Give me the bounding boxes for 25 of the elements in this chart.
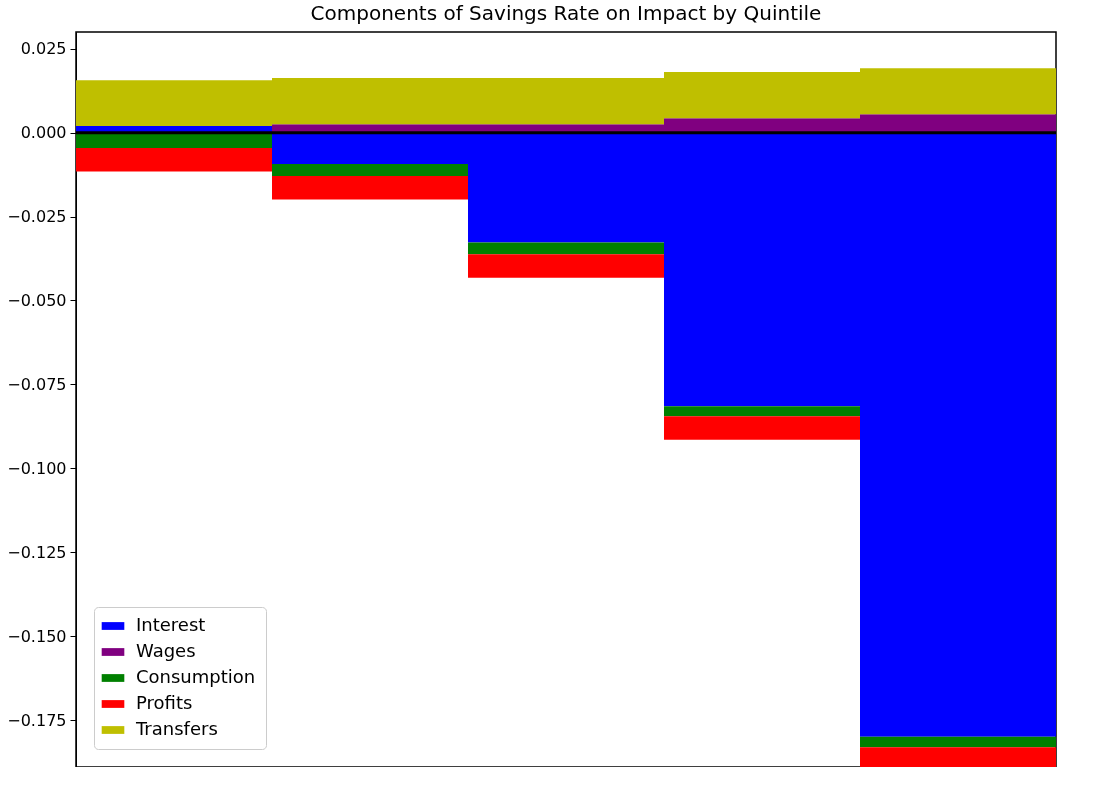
bar <box>272 175 468 200</box>
y-tick-label: −0.175 <box>7 710 67 730</box>
legend-label: Transfers <box>135 718 218 739</box>
legend-label: Wages <box>136 640 196 661</box>
bar <box>468 254 664 278</box>
chart-title: Components of Savings Rate on Impact by Quintile <box>310 1 822 25</box>
bar <box>468 242 664 255</box>
bar <box>860 747 1056 767</box>
legend-label: Interest <box>136 614 206 635</box>
legend-label: Profits <box>136 692 193 713</box>
y-tick-label: 0.025 <box>20 39 67 59</box>
bar <box>76 148 272 172</box>
bar <box>664 416 860 440</box>
y-tick-label: −0.050 <box>7 290 67 310</box>
y-tick-label: 0.000 <box>20 123 67 143</box>
y-tick-label: −0.025 <box>7 207 67 227</box>
y-tick-label: −0.075 <box>7 374 67 394</box>
bar <box>272 163 468 176</box>
y-tick-label: −0.100 <box>7 458 67 478</box>
bar <box>664 406 860 417</box>
bar <box>860 736 1056 748</box>
legend-label: Consumption <box>136 666 256 687</box>
y-tick-label: −0.150 <box>7 626 67 646</box>
bar <box>76 132 272 149</box>
y-tick-label: −0.125 <box>7 542 67 562</box>
